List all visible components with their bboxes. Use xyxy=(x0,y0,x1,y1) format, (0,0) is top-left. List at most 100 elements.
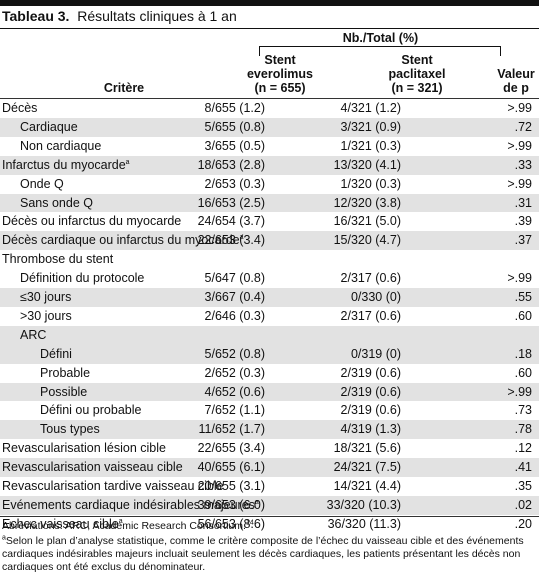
table-row: Revascularisation lésion cible 22/655 (3.… xyxy=(0,439,539,458)
cell-stent-paclitaxel: 2/319 (0.6) xyxy=(340,384,401,399)
cell-stent-everolimus: 5/647 (0.8) xyxy=(204,271,265,286)
table-row: Décès cardiaque ou infarctus du myocarde… xyxy=(0,231,539,251)
cell-p-value: .41 xyxy=(514,460,532,475)
table-row: Possible 4/652 (0.6) 2/319 (0.6) >.99 xyxy=(0,382,539,402)
stent-paclitaxel-header: Stent paclitaxel (n = 321) xyxy=(388,53,446,95)
table-number: Tableau 3. xyxy=(2,8,70,24)
cell-stent-paclitaxel: 18/321 (5.6) xyxy=(333,441,401,456)
cell-p-value: >.99 xyxy=(507,138,532,153)
footnote-marker: a xyxy=(239,234,244,242)
table-row: Infarctus du myocardea 18/653 (2.8) 13/320… xyxy=(0,155,539,175)
cell-p-value: .02 xyxy=(514,497,532,512)
table-row: Défini ou probable 7/652 (1.1) 2/319 (0.6)… xyxy=(0,401,539,420)
cell-stent-paclitaxel: 36/320 (11.3) xyxy=(327,516,401,531)
cell-p-value: .55 xyxy=(514,290,532,304)
cell-stent-everolimus: 56/653 (8.6) xyxy=(197,516,265,531)
row-criterion: Infarctus du myocardea xyxy=(2,157,130,172)
footnote-marker: a xyxy=(118,517,123,525)
cell-stent-everolimus: 22/653 (3.4) xyxy=(197,233,265,248)
row-criterion: Défini xyxy=(40,346,72,361)
cell-p-value: .18 xyxy=(514,346,532,361)
table-row: Décès 8/655 (1.2) 4/321 (1.2) >.99 xyxy=(0,99,539,118)
bottom-rule xyxy=(0,516,539,517)
cell-stent-paclitaxel: 1/321 (0.3) xyxy=(340,138,401,153)
table-row: Evénements cardiaque indésirables majeur… xyxy=(0,495,539,515)
cell-stent-paclitaxel: 2/319 (0.6) xyxy=(340,365,401,380)
cell-stent-paclitaxel: 2/319 (0.6) xyxy=(340,403,401,418)
row-criterion: Décès xyxy=(2,101,38,115)
cell-stent-paclitaxel: 3/321 (0.9) xyxy=(340,119,401,134)
cell-stent-everolimus: 8/655 (1.2) xyxy=(204,101,265,115)
cell-p-value: >.99 xyxy=(507,176,532,191)
cell-stent-everolimus: 22/655 (3.4) xyxy=(197,441,265,456)
cell-stent-paclitaxel: 13/320 (4.1) xyxy=(333,157,401,172)
cell-stent-paclitaxel: 15/320 (4.7) xyxy=(333,233,401,248)
footnote-marker: a xyxy=(254,498,259,506)
p-value-header: Valeur de p xyxy=(497,67,535,95)
row-criterion: Tous types xyxy=(40,422,100,437)
table-title: Tableau 3. Résultats cliniques à 1 an xyxy=(2,8,237,24)
cell-p-value: .78 xyxy=(514,422,532,437)
row-criterion: >30 jours xyxy=(20,308,72,323)
row-criterion: Revascularisation tardive vaisseau cible xyxy=(2,479,224,493)
cell-stent-everolimus: 18/653 (2.8) xyxy=(197,157,265,172)
cell-p-value: .33 xyxy=(514,157,532,172)
row-criterion: Cardiaque xyxy=(20,119,78,134)
cell-p-value: .60 xyxy=(514,308,532,323)
cell-stent-everolimus: 20/655 (3.1) xyxy=(197,479,265,493)
abbreviations-note: Abréviations: ARC, Academic Research Con… xyxy=(2,519,254,533)
cell-stent-everolimus: 5/652 (0.8) xyxy=(204,346,265,361)
stent-everolimus-header: Stent everolimus (n = 655) xyxy=(246,53,313,95)
footnote-marker: a xyxy=(125,158,130,166)
cell-stent-paclitaxel: 0/319 (0) xyxy=(350,346,401,361)
cell-stent-paclitaxel: 14/321 (4.4) xyxy=(333,479,401,493)
cell-stent-everolimus: 11/652 (1.7) xyxy=(198,422,265,437)
cell-p-value: .35 xyxy=(514,479,532,493)
cell-p-value: .72 xyxy=(514,119,532,134)
table-row: >30 jours 2/646 (0.3) 2/317 (0.6) .60 xyxy=(0,307,539,326)
group-header-bracket xyxy=(259,46,501,56)
table-row: Thrombose du stent xyxy=(0,250,539,269)
row-criterion: Thrombose du stent xyxy=(2,252,114,267)
cell-stent-paclitaxel: 12/320 (3.8) xyxy=(333,195,401,210)
cell-stent-everolimus: 40/655 (6.1) xyxy=(197,460,265,475)
cell-stent-everolimus: 24/654 (3.7) xyxy=(197,214,265,229)
cell-stent-paclitaxel: 1/320 (0.3) xyxy=(340,176,401,191)
top-rule xyxy=(0,0,539,6)
cell-p-value: .37 xyxy=(514,233,532,248)
row-criterion: Revascularisation lésion cible xyxy=(2,441,166,456)
cell-stent-everolimus: 5/655 (0.8) xyxy=(204,119,265,134)
row-criterion: Sans onde Q xyxy=(20,195,93,210)
cell-p-value: .31 xyxy=(514,195,532,210)
group-header: Nb./Total (%) xyxy=(342,31,419,45)
cell-stent-paclitaxel: 2/317 (0.6) xyxy=(340,271,401,286)
header-rule xyxy=(0,98,539,99)
row-criterion: Non cardiaque xyxy=(20,138,102,153)
row-criterion: Echec vaisseau ciblea xyxy=(2,516,123,531)
cell-stent-everolimus: 3/667 (0.4) xyxy=(204,290,265,304)
row-criterion: Revascularisation vaisseau cible xyxy=(2,460,183,475)
cell-stent-paclitaxel: 16/321 (5.0) xyxy=(333,214,401,229)
table-row: Défini 5/652 (0.8) 0/319 (0) .18 xyxy=(0,344,539,364)
row-criterion: Evénements cardiaque indésirables majeur… xyxy=(2,497,259,512)
table-row: Non cardiaque 3/655 (0.5) 1/321 (0.3) >.99 xyxy=(0,137,539,156)
table-row: Décès ou infarctus du myocarde 24/654 (3.… xyxy=(0,212,539,231)
cell-p-value: .60 xyxy=(514,365,532,380)
criterion-header: Critère xyxy=(103,81,145,95)
cell-p-value: .12 xyxy=(514,441,532,456)
cell-p-value: .20 xyxy=(514,516,532,531)
cell-p-value: >.99 xyxy=(507,271,532,286)
cell-p-value: >.99 xyxy=(507,101,532,115)
row-criterion: Décès ou infarctus du myocarde xyxy=(2,214,182,229)
cell-stent-everolimus: 2/646 (0.3) xyxy=(204,308,265,323)
table-caption: Résultats cliniques à 1 an xyxy=(77,8,237,24)
cell-p-value: .73 xyxy=(514,403,532,418)
row-criterion: Onde Q xyxy=(20,176,64,191)
table-row: Cardiaque 5/655 (0.8) 3/321 (0.9) .72 xyxy=(0,117,539,137)
row-criterion: Définition du protocole xyxy=(20,271,145,286)
cell-p-value: .39 xyxy=(514,214,532,229)
table-row: Revascularisation vaisseau cible 40/655 (… xyxy=(0,458,539,477)
row-criterion: Possible xyxy=(40,384,88,399)
cell-stent-paclitaxel: 0/330 (0) xyxy=(350,290,401,304)
